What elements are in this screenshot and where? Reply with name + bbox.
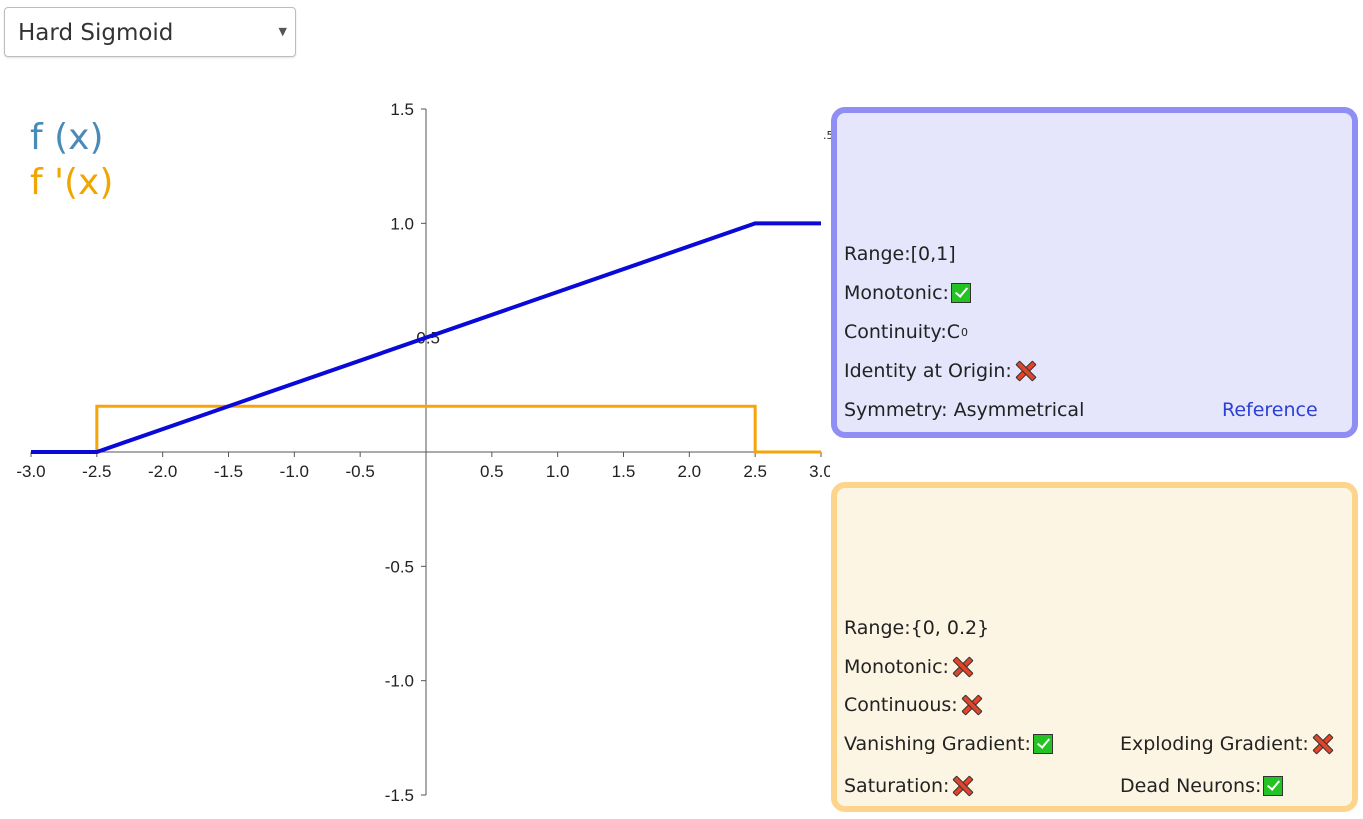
reference-link[interactable]: Reference <box>1222 399 1318 421</box>
y-tick-label: -1.0 <box>385 672 414 691</box>
derivative-properties-panel: Range: {0, 0.2} Monotonic: Continuous: V… <box>831 482 1358 812</box>
x-tick-label: 2.5 <box>743 462 767 481</box>
fn-symmetry-row: Symmetry: Asymmetrical <box>844 399 1084 421</box>
cross-icon <box>961 694 983 716</box>
fn-symmetry-value: Asymmetrical <box>947 399 1085 421</box>
fn-continuity-value: C <box>946 321 961 343</box>
fn-range-label: Range: <box>844 243 911 265</box>
der-vanishing-row: Vanishing Gradient: <box>844 733 1053 755</box>
fn-monotonic-label: Monotonic: <box>844 282 949 304</box>
check-icon <box>950 283 971 303</box>
x-tick-label: -3.0 <box>16 462 45 481</box>
fn-continuity-label: Continuity: <box>844 321 947 343</box>
x-tick-label: -1.0 <box>280 462 309 481</box>
der-continuous-row: Continuous: <box>844 694 983 716</box>
y-tick-label: 1.5 <box>390 100 414 119</box>
cross-icon <box>952 775 974 797</box>
activation-function-select[interactable]: Hard Sigmoid ▼ <box>4 7 296 57</box>
der-dead-row: Dead Neurons: <box>1120 775 1284 797</box>
legend-fx: f (x) <box>30 117 104 158</box>
der-range-value: {0, 0.2} <box>910 617 990 639</box>
x-tick-label: -2.5 <box>82 462 111 481</box>
cross-icon <box>952 656 974 678</box>
x-tick-label: -0.5 <box>346 462 375 481</box>
check-icon <box>1263 776 1284 796</box>
der-saturation-label: Saturation: <box>844 775 950 797</box>
der-monotonic-row: Monotonic: <box>844 656 974 678</box>
fn-identity-row: Identity at Origin: <box>844 360 1037 382</box>
x-ticks: -3.0 -2.5 -2.0 -1.5 -1.0 -0.5 0.5 1.0 1.5 2.0 2.5 3… <box>16 452 830 481</box>
fn-range-row: Range: [0,1] <box>844 243 956 265</box>
fn-identity-label: Identity at Origin: <box>844 360 1012 382</box>
x-tick-label: 3.0 <box>809 462 830 481</box>
fn-reference-row: Reference <box>1222 399 1318 421</box>
x-tick-label: 1.0 <box>546 462 570 481</box>
fn-range-value: [0,1] <box>910 243 956 265</box>
legend-fpx: f '(x) <box>30 162 114 203</box>
x-tick-label: 1.5 <box>612 462 636 481</box>
y-tick-label: 1.0 <box>390 214 414 233</box>
der-saturation-row: Saturation: <box>844 775 974 797</box>
der-range-label: Range: <box>844 617 911 639</box>
stray-tick-label: .5 <box>823 129 834 142</box>
fn-symmetry-label: Symmetry: <box>844 399 948 421</box>
der-continuous-label: Continuous: <box>844 694 958 716</box>
x-tick-label: 2.0 <box>678 462 702 481</box>
x-tick-label: -1.5 <box>214 462 243 481</box>
y-tick-label: -1.5 <box>385 786 414 805</box>
check-icon <box>1032 734 1053 754</box>
der-range-row: Range: {0, 0.2} <box>844 617 989 639</box>
x-tick-label: 0.5 <box>480 462 504 481</box>
der-exploding-label: Exploding Gradient: <box>1120 733 1309 755</box>
chevron-down-icon: ▼ <box>278 25 287 38</box>
der-vanishing-label: Vanishing Gradient: <box>844 733 1031 755</box>
der-dead-label: Dead Neurons: <box>1120 775 1262 797</box>
y-tick-label: -0.5 <box>385 557 414 576</box>
der-exploding-row: Exploding Gradient: <box>1120 733 1334 755</box>
activation-select-value: Hard Sigmoid <box>18 20 174 46</box>
fn-monotonic-row: Monotonic: <box>844 282 971 304</box>
cross-icon <box>1312 733 1334 755</box>
function-line <box>31 221 821 454</box>
fn-continuity-superscript: 0 <box>961 325 969 339</box>
x-tick-label: -2.0 <box>148 462 177 481</box>
der-monotonic-label: Monotonic: <box>844 656 949 678</box>
activation-plot: -3.0 -2.5 -2.0 -1.5 -1.0 -0.5 0.5 1.0 1.5 2.0 2.5 3… <box>16 100 830 805</box>
cross-icon <box>1015 360 1037 382</box>
